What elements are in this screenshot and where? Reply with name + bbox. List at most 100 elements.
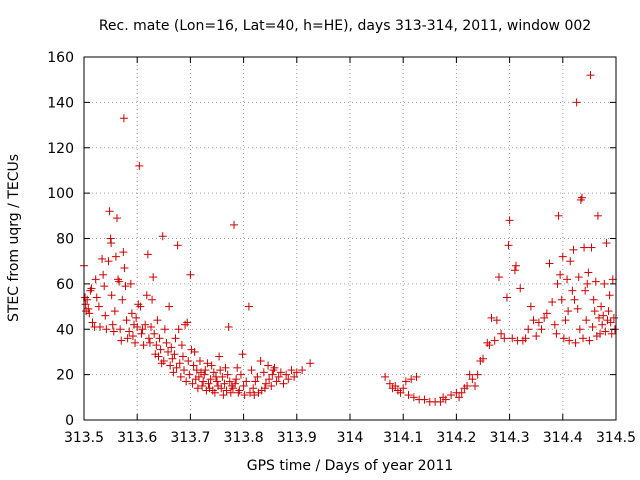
data-point <box>162 338 171 347</box>
data-point <box>111 252 120 261</box>
data-point <box>253 372 262 381</box>
data-point <box>573 304 582 313</box>
data-point <box>500 334 509 343</box>
data-point <box>490 336 499 345</box>
data-point <box>250 391 259 400</box>
data-point <box>256 357 265 366</box>
data-point <box>282 370 291 379</box>
data-point <box>409 393 418 402</box>
data-point <box>108 320 117 329</box>
data-point <box>235 386 244 395</box>
data-point <box>170 350 179 359</box>
data-point <box>268 370 277 379</box>
data-point <box>598 320 607 329</box>
data-point <box>148 295 157 304</box>
data-point <box>188 379 197 388</box>
data-point <box>122 316 131 325</box>
data-point <box>203 359 212 368</box>
data-point <box>279 379 288 388</box>
data-point <box>232 375 241 384</box>
data-point <box>228 384 237 393</box>
data-point <box>492 316 501 325</box>
data-point <box>585 336 594 345</box>
data-point <box>473 370 482 379</box>
data-point <box>141 320 150 329</box>
data-point <box>276 368 285 377</box>
data-point <box>260 384 269 393</box>
data-point <box>542 309 551 318</box>
data-point <box>118 295 127 304</box>
data-point <box>155 334 164 343</box>
data-point <box>115 277 124 286</box>
data-point <box>249 384 258 393</box>
data-point <box>99 270 108 279</box>
data-point <box>182 377 191 386</box>
x-tick-label: 314 <box>337 430 364 446</box>
data-point <box>94 302 103 311</box>
data-point <box>569 245 578 254</box>
data-point <box>577 193 586 202</box>
data-point <box>574 273 583 282</box>
data-point <box>608 275 617 284</box>
data-point <box>100 282 109 291</box>
data-point <box>239 381 248 390</box>
data-point <box>436 397 445 406</box>
x-tick-label: 313.9 <box>277 430 317 446</box>
data-point <box>269 366 278 375</box>
data-point <box>134 300 143 309</box>
data-point <box>238 350 247 359</box>
data-point <box>157 359 166 368</box>
data-point <box>508 334 517 343</box>
data-point <box>158 232 167 241</box>
data-point <box>152 341 161 350</box>
x-tick-label: 313.7 <box>170 430 210 446</box>
data-point <box>193 384 202 393</box>
x-tick-label: 314.1 <box>383 430 423 446</box>
data-point <box>153 316 162 325</box>
data-point <box>145 338 154 347</box>
data-point <box>189 361 198 370</box>
data-point <box>200 370 209 379</box>
y-tick-label: 60 <box>56 277 74 293</box>
data-point <box>545 259 554 268</box>
data-point <box>210 388 219 397</box>
data-point <box>557 295 566 304</box>
data-point <box>121 282 130 291</box>
data-point <box>510 266 519 275</box>
data-point <box>561 316 570 325</box>
axis-ticks: 0 20 40 60 80 100 120 140 160 313.5 313.6 313.7 313.… <box>47 50 636 446</box>
data-point <box>580 243 589 252</box>
data-point <box>599 311 608 320</box>
data-point <box>412 372 421 381</box>
data-point <box>385 379 394 388</box>
data-point <box>240 391 249 400</box>
data-point <box>468 375 477 384</box>
data-point <box>571 338 580 347</box>
data-point <box>230 220 239 229</box>
data-point <box>91 275 100 284</box>
data-point <box>447 391 456 400</box>
data-point <box>156 345 165 354</box>
data-point <box>213 377 221 386</box>
data-point <box>404 391 413 400</box>
data-point <box>526 302 535 311</box>
data-point <box>558 252 567 261</box>
data-point <box>81 293 90 302</box>
data-point <box>548 298 557 307</box>
data-point <box>225 377 234 386</box>
data-point <box>259 368 268 377</box>
data-point <box>167 343 176 352</box>
data-point <box>244 302 253 311</box>
data-point <box>247 366 256 375</box>
data-point <box>298 366 307 375</box>
x-tick-label: 314.3 <box>490 430 530 446</box>
data-point <box>463 381 472 390</box>
data-point <box>407 375 416 384</box>
data-point <box>217 384 226 393</box>
data-point <box>554 211 563 220</box>
data-point <box>106 234 115 243</box>
data-point <box>550 320 559 329</box>
data-point <box>112 214 121 223</box>
data-point <box>553 279 562 288</box>
data-point <box>245 388 254 397</box>
